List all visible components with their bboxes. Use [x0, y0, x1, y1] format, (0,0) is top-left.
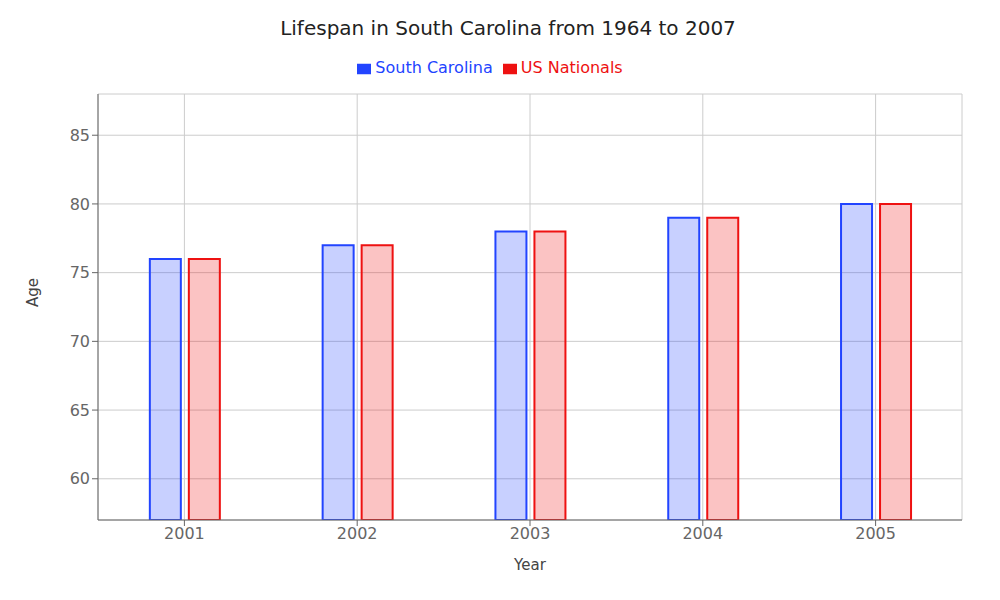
html-text:Lifespan in South Carolina fro: Lifespan in South Carolina from 1964 to …: [280, 16, 736, 40]
svg-text:2001: 2001: [164, 524, 205, 543]
svg-text:60: 60: [70, 469, 90, 488]
svg-text:2002: 2002: [337, 524, 378, 543]
svg-text:85: 85: [70, 126, 90, 145]
svg-text:Year: Year: [513, 556, 547, 574]
svg-text:75: 75: [70, 263, 90, 282]
html-text:US Nationals: US Nationals: [520, 58, 623, 77]
svg-text:2004: 2004: [682, 524, 723, 543]
svg-text:2003: 2003: [510, 524, 551, 543]
svg-text:65: 65: [70, 401, 90, 420]
svg-text:70: 70: [70, 332, 90, 351]
svg-text:2005: 2005: [855, 524, 896, 543]
html-text:South Carolina: South Carolina: [375, 58, 493, 77]
svg-text:80: 80: [70, 195, 90, 214]
svg-text:Age: Age: [24, 278, 42, 307]
